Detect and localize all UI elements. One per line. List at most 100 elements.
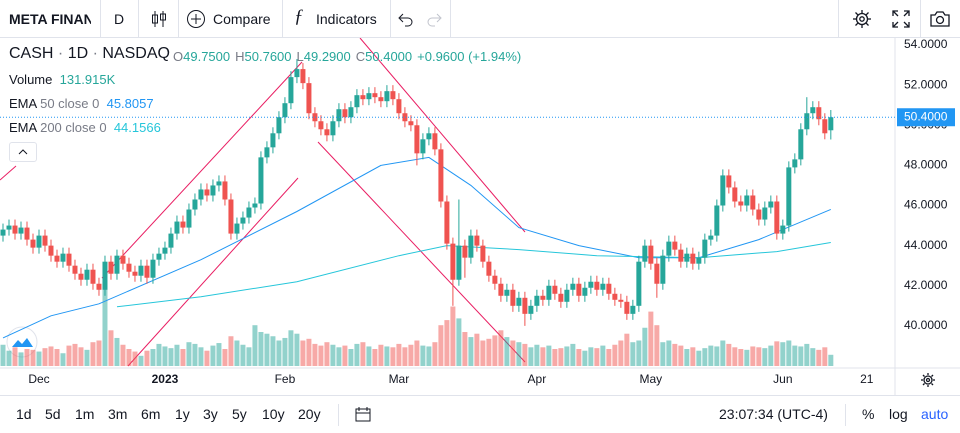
candle-body [618, 299, 624, 302]
range-button[interactable]: 20y [298, 406, 321, 422]
settings-button[interactable] [852, 9, 872, 29]
collapse-legend-button[interactable] [9, 142, 37, 162]
volume-bar [336, 347, 342, 366]
indicators-icon[interactable]: ƒ [294, 6, 304, 27]
candle-body [6, 225, 12, 230]
ohlc-label: H [235, 49, 245, 64]
candle-body [756, 209, 762, 220]
volume-bar [234, 340, 240, 366]
candle-body [624, 301, 630, 314]
candle-body [66, 253, 72, 266]
volume-bar [648, 311, 654, 366]
range-button[interactable]: 1d [16, 406, 32, 422]
symbol-search[interactable]: META FINAN [9, 11, 91, 27]
undo-redo[interactable] [396, 11, 444, 27]
candle-body [768, 201, 774, 208]
candle-body [360, 95, 366, 100]
fullscreen-button[interactable] [891, 9, 911, 29]
candle-body [210, 185, 216, 196]
volume-bar [534, 344, 540, 366]
candle-body [198, 189, 204, 200]
range-button[interactable]: 10y [262, 406, 285, 422]
candle-body [786, 167, 792, 226]
candle-body [126, 263, 132, 272]
candle-body [84, 269, 90, 280]
chart-type-icon[interactable] [150, 9, 168, 29]
range-button[interactable]: 1m [75, 406, 95, 422]
candle-body [822, 119, 828, 134]
candle-body [804, 113, 810, 130]
candle-body [354, 95, 360, 108]
candle-body [462, 245, 468, 258]
compare-icon[interactable] [186, 9, 206, 29]
range-button[interactable]: 5y [232, 406, 247, 422]
volume-bar [546, 345, 552, 366]
candle-body [48, 245, 54, 256]
volume-bar [438, 325, 444, 366]
candle-body [294, 69, 300, 78]
volume-bar [690, 347, 696, 366]
candle-body [570, 283, 576, 290]
candle-body [636, 261, 642, 306]
range-button[interactable]: 3y [203, 406, 218, 422]
log-toggle[interactable]: log [889, 406, 908, 422]
volume-bar [606, 349, 612, 366]
range-button[interactable]: 6m [141, 406, 161, 422]
volume-bar [720, 340, 726, 366]
candle-body [270, 133, 276, 148]
candle-body [630, 305, 636, 314]
volume-bar [138, 355, 144, 366]
volume-bar [642, 327, 648, 366]
ohlc-value: 49.7500 [183, 49, 231, 64]
range-button[interactable]: 5d [45, 406, 61, 422]
percent-toggle[interactable]: % [862, 406, 875, 422]
volume-bar [294, 333, 300, 366]
candle-body [78, 273, 84, 280]
auto-toggle[interactable]: auto [921, 406, 949, 422]
volume-bar [24, 349, 30, 366]
divider [178, 0, 179, 38]
candle-body [642, 245, 648, 262]
trend-line [359, 37, 526, 233]
candle-body [96, 283, 102, 290]
volume-bar [738, 349, 744, 366]
candle-body [534, 295, 540, 306]
candle-body [528, 305, 534, 314]
candle-body [792, 159, 798, 168]
volume-bar [618, 340, 624, 366]
snapshot-button[interactable] [929, 9, 951, 29]
volume-bar [360, 342, 366, 366]
trend-line [127, 177, 299, 367]
volume-bar [90, 342, 96, 366]
divider [282, 0, 283, 38]
volume-bar [168, 348, 174, 366]
volume-bar [480, 340, 486, 366]
volume-bar [156, 343, 162, 366]
candle-body [18, 227, 24, 234]
indicators-button[interactable]: Indicators [316, 11, 377, 27]
candle-body [246, 207, 252, 218]
volume-bar [198, 347, 204, 366]
candle-body [654, 263, 660, 284]
volume-bar [372, 349, 378, 366]
trend-line [0, 165, 17, 181]
range-button[interactable]: 3m [108, 406, 128, 422]
value: 44.1566 [113, 120, 161, 135]
volume-bar [504, 337, 510, 366]
volume-bar [318, 345, 324, 366]
compare-button[interactable]: Compare [213, 11, 271, 27]
range-button[interactable]: 1y [175, 406, 190, 422]
volume-bar [300, 340, 306, 366]
volume-bar [696, 350, 702, 366]
volume-bar [678, 345, 684, 366]
volume-bar [354, 343, 360, 366]
date-range-button[interactable] [354, 406, 372, 424]
volume-bar [552, 349, 558, 366]
volume-bar [396, 343, 402, 366]
volume-bar [180, 349, 186, 366]
volume-bar [630, 342, 636, 366]
candle-body [42, 235, 48, 246]
x-tick-label: May [640, 372, 663, 386]
interval-button[interactable]: D [114, 11, 125, 27]
settings-icon[interactable] [921, 373, 935, 387]
